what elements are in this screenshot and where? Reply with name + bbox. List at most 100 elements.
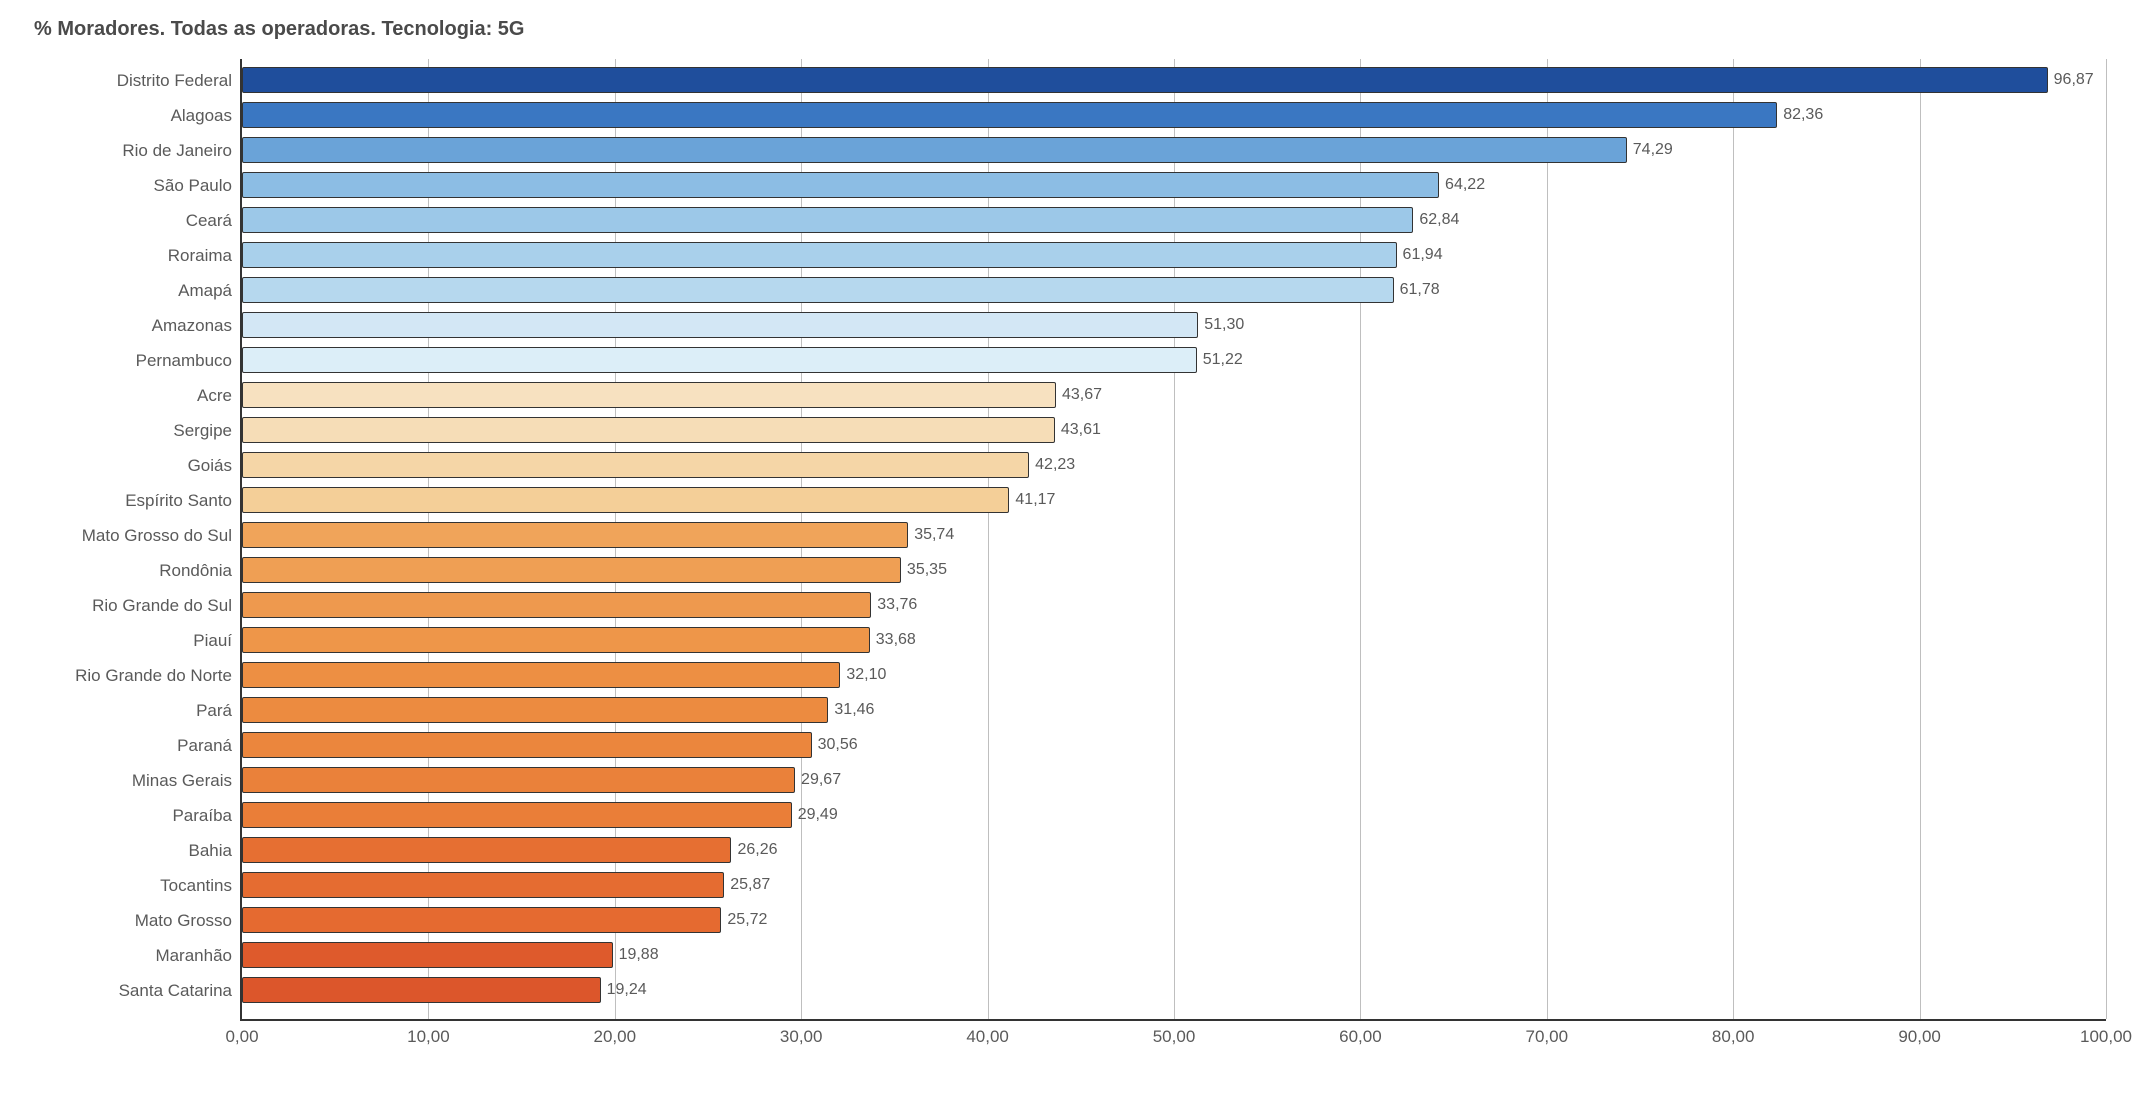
- y-axis-label: Tocantins: [160, 877, 232, 894]
- bar: [242, 417, 1055, 443]
- gridline: [2106, 59, 2107, 1019]
- bar-value-label: 62,84: [1419, 212, 1459, 228]
- bar-value-label: 19,88: [619, 947, 659, 963]
- x-tick-label: 20,00: [594, 1027, 637, 1047]
- y-axis-label: São Paulo: [154, 177, 232, 194]
- bar-value-label: 35,35: [907, 562, 947, 578]
- y-axis-label: Bahia: [189, 842, 232, 859]
- bar: [242, 802, 792, 828]
- gridline: [1360, 59, 1361, 1019]
- chart-title: % Moradores. Todas as operadoras. Tecnol…: [34, 18, 2106, 41]
- y-axis-label: Pernambuco: [136, 352, 232, 369]
- y-axis-label: Goiás: [188, 457, 232, 474]
- y-axis-label: Rio de Janeiro: [122, 142, 232, 159]
- bar: [242, 767, 795, 793]
- bar-value-label: 26,26: [737, 842, 777, 858]
- bar-value-label: 43,61: [1061, 422, 1101, 438]
- y-axis-label: Roraima: [168, 247, 232, 264]
- bar-value-label: 25,72: [727, 912, 767, 928]
- gridline: [1920, 59, 1921, 1019]
- y-axis-label: Mato Grosso do Sul: [82, 527, 232, 544]
- gridline: [988, 59, 989, 1019]
- x-tick-label: 10,00: [407, 1027, 450, 1047]
- bar-value-label: 51,30: [1204, 317, 1244, 333]
- y-axis-labels: Distrito Federal Alagoas Rio de Janeiro São…: [30, 59, 240, 1019]
- bar: [242, 382, 1056, 408]
- y-axis-label: Amapá: [178, 282, 232, 299]
- y-axis-label: Minas Gerais: [132, 772, 232, 789]
- bar-value-label: 64,22: [1445, 177, 1485, 193]
- y-axis-label: Distrito Federal: [117, 72, 232, 89]
- x-tick-label: 80,00: [1712, 1027, 1755, 1047]
- y-axis-label: Rio Grande do Sul: [92, 597, 232, 614]
- bar: [242, 592, 871, 618]
- x-tick-label: 100,00: [2080, 1027, 2132, 1047]
- bar: [242, 452, 1029, 478]
- y-axis-label: Rio Grande do Norte: [75, 667, 232, 684]
- bar: [242, 557, 901, 583]
- bar: [242, 137, 1627, 163]
- y-axis-label: Alagoas: [171, 107, 232, 124]
- x-tick-label: 0,00: [225, 1027, 258, 1047]
- bar-value-label: 33,76: [877, 597, 917, 613]
- bar-value-label: 96,87: [2054, 72, 2094, 88]
- y-axis-label: Paraná: [177, 737, 232, 754]
- bar-value-label: 82,36: [1783, 107, 1823, 123]
- bar-value-label: 31,46: [834, 702, 874, 718]
- bar-value-label: 35,74: [914, 527, 954, 543]
- bar: [242, 837, 731, 863]
- y-axis-label: Mato Grosso: [135, 912, 232, 929]
- bar-value-label: 41,17: [1015, 492, 1055, 508]
- gridline: [1174, 59, 1175, 1019]
- bar: [242, 67, 2048, 93]
- plot-area: Distrito Federal Alagoas Rio de Janeiro São…: [30, 59, 2106, 1049]
- bar: [242, 627, 870, 653]
- y-axis-label: Paraíba: [172, 807, 232, 824]
- bar: [242, 172, 1439, 198]
- bar-value-label: 42,23: [1035, 457, 1075, 473]
- y-axis-label: Acre: [197, 387, 232, 404]
- y-axis-label: Santa Catarina: [119, 982, 232, 999]
- y-axis-label: Rondônia: [159, 562, 232, 579]
- bars-area: 0,0010,0020,0030,0040,0050,0060,0070,008…: [240, 59, 2106, 1021]
- bar: [242, 697, 828, 723]
- bar: [242, 347, 1197, 373]
- bar-value-label: 43,67: [1062, 387, 1102, 403]
- bar-value-label: 74,29: [1633, 142, 1673, 158]
- bar: [242, 487, 1009, 513]
- bar: [242, 207, 1413, 233]
- bar: [242, 977, 601, 1003]
- y-axis-label: Maranhão: [155, 947, 232, 964]
- bar: [242, 522, 908, 548]
- x-tick-label: 70,00: [1526, 1027, 1569, 1047]
- bar: [242, 907, 721, 933]
- bar-value-label: 25,87: [730, 877, 770, 893]
- bar: [242, 102, 1777, 128]
- bar-value-label: 51,22: [1203, 352, 1243, 368]
- x-tick-label: 30,00: [780, 1027, 823, 1047]
- y-axis-label: Espírito Santo: [125, 492, 232, 509]
- x-tick-label: 60,00: [1339, 1027, 1382, 1047]
- x-tick-label: 40,00: [966, 1027, 1009, 1047]
- bar: [242, 312, 1198, 338]
- bar: [242, 872, 724, 898]
- bar-value-label: 61,94: [1403, 247, 1443, 263]
- y-axis-label: Ceará: [186, 212, 232, 229]
- y-axis-label: Sergipe: [173, 422, 232, 439]
- bar: [242, 732, 812, 758]
- gridline: [1547, 59, 1548, 1019]
- chart-container: % Moradores. Todas as operadoras. Tecnol…: [0, 0, 2146, 1104]
- bar: [242, 662, 840, 688]
- bar-value-label: 29,67: [801, 772, 841, 788]
- bar-value-label: 32,10: [846, 667, 886, 683]
- x-tick-label: 50,00: [1153, 1027, 1196, 1047]
- bar: [242, 242, 1397, 268]
- y-axis-label: Amazonas: [152, 317, 232, 334]
- x-tick-label: 90,00: [1898, 1027, 1941, 1047]
- gridline: [1733, 59, 1734, 1019]
- bar-value-label: 61,78: [1400, 282, 1440, 298]
- bar-value-label: 19,24: [607, 982, 647, 998]
- bar: [242, 942, 613, 968]
- y-axis-label: Pará: [196, 702, 232, 719]
- y-axis-label: Piauí: [193, 632, 232, 649]
